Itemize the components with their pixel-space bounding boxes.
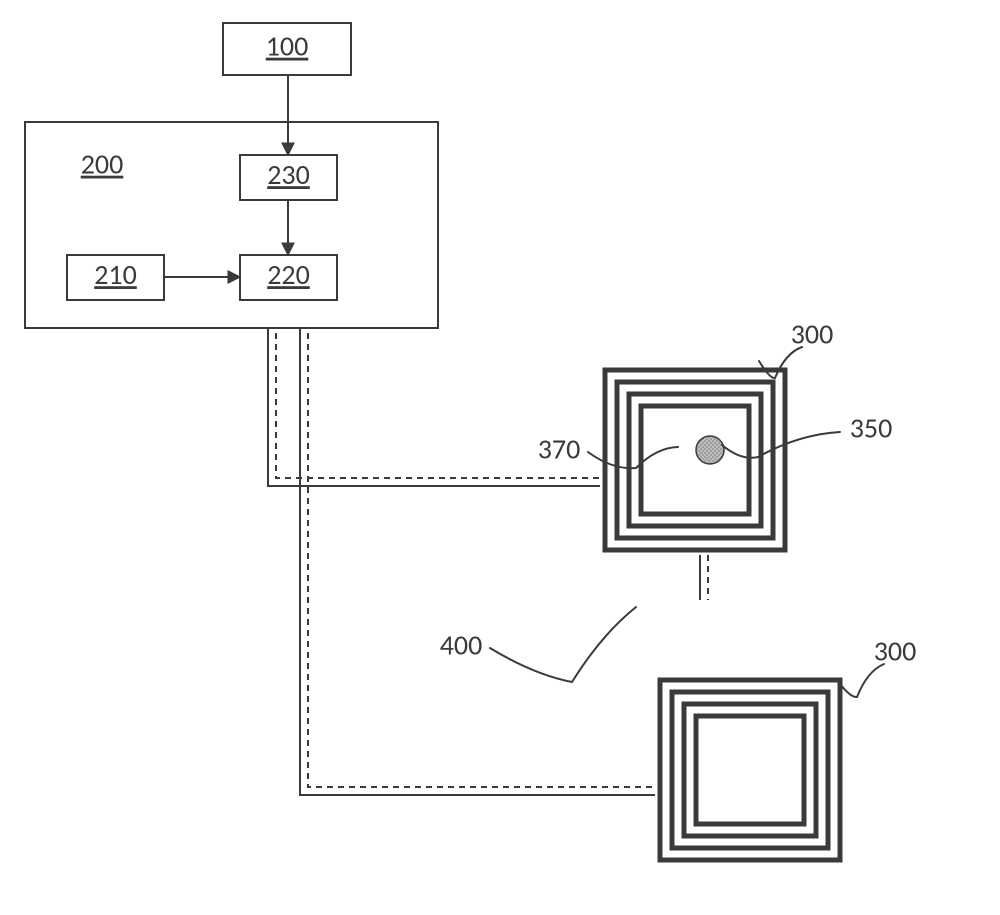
leader-label: 400 [440, 628, 483, 663]
block-100-label: 100 [266, 29, 309, 64]
block-200-label: 200 [81, 147, 124, 182]
leader-label: 350 [850, 411, 893, 446]
sensor-dot [696, 436, 724, 464]
blocks: 200 100 230 210 220 [25, 23, 438, 328]
leader-label: 300 [874, 634, 917, 669]
block-230-label: 230 [267, 157, 310, 192]
leader-label: 300 [791, 317, 834, 352]
block-210-label: 210 [94, 257, 137, 292]
block-220-label: 220 [267, 257, 310, 292]
leader-line [490, 607, 636, 682]
leader-label: 370 [538, 432, 581, 467]
coil-top [600, 365, 790, 555]
coil-bottom [655, 675, 845, 865]
